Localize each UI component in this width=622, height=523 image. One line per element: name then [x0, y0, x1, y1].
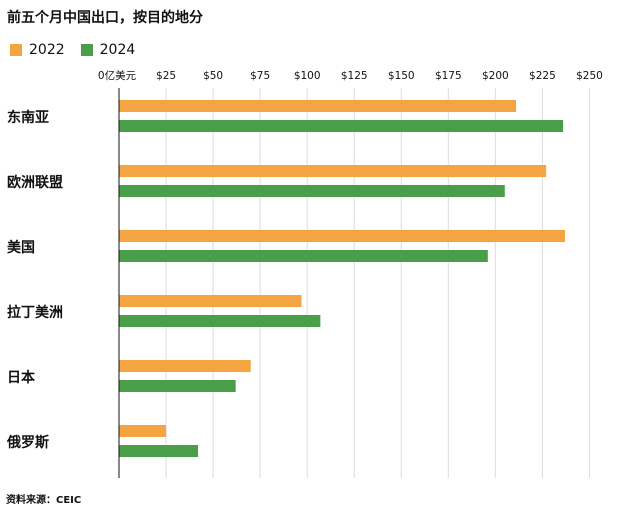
- bar-2022-5: [119, 425, 167, 437]
- category-label: 拉丁美洲: [7, 304, 63, 321]
- tick-label: $175: [435, 70, 462, 82]
- legend-swatch-2022: [10, 44, 22, 56]
- tick-label: $225: [529, 70, 556, 82]
- tick-label: $75: [250, 70, 270, 82]
- legend-item-2022: 2022: [10, 42, 65, 58]
- legend: 2022 2024: [10, 42, 151, 58]
- legend-label-2024: 2024: [99, 42, 136, 58]
- bar-2022-1: [119, 165, 547, 177]
- bar-2022-0: [119, 100, 517, 112]
- category-label: 欧洲联盟: [7, 174, 63, 191]
- legend-item-2024: 2024: [80, 42, 136, 58]
- tick-label: $200: [482, 70, 509, 82]
- tick-label: $125: [341, 70, 368, 82]
- tick-label: $50: [203, 70, 223, 82]
- bar-2024-1: [119, 185, 505, 197]
- bar-2022-3: [119, 295, 302, 307]
- bar-2022-4: [119, 360, 251, 372]
- tick-label: $100: [294, 70, 321, 82]
- bar-2024-3: [119, 315, 321, 327]
- bar-2022-2: [119, 230, 565, 242]
- bar-2024-0: [119, 120, 564, 132]
- legend-swatch-2024: [80, 44, 93, 56]
- category-label: 东南亚: [7, 109, 49, 126]
- bar-2024-5: [119, 445, 199, 457]
- chart-title: 前五个月中国出口，按目的地分: [7, 10, 203, 26]
- legend-label-2022: 2022: [29, 42, 65, 58]
- bar-2024-2: [119, 250, 488, 262]
- tick-label: $25: [156, 70, 176, 82]
- axis-unit-label: 0亿美元: [98, 69, 137, 82]
- source-note: 资料来源：CEIC: [6, 495, 82, 506]
- tick-label: $250: [576, 70, 603, 82]
- category-label: 俄罗斯: [6, 434, 49, 451]
- bar-2024-4: [119, 380, 236, 392]
- tick-label: $150: [388, 70, 415, 82]
- category-label: 美国: [7, 239, 35, 256]
- category-label: 日本: [7, 369, 36, 386]
